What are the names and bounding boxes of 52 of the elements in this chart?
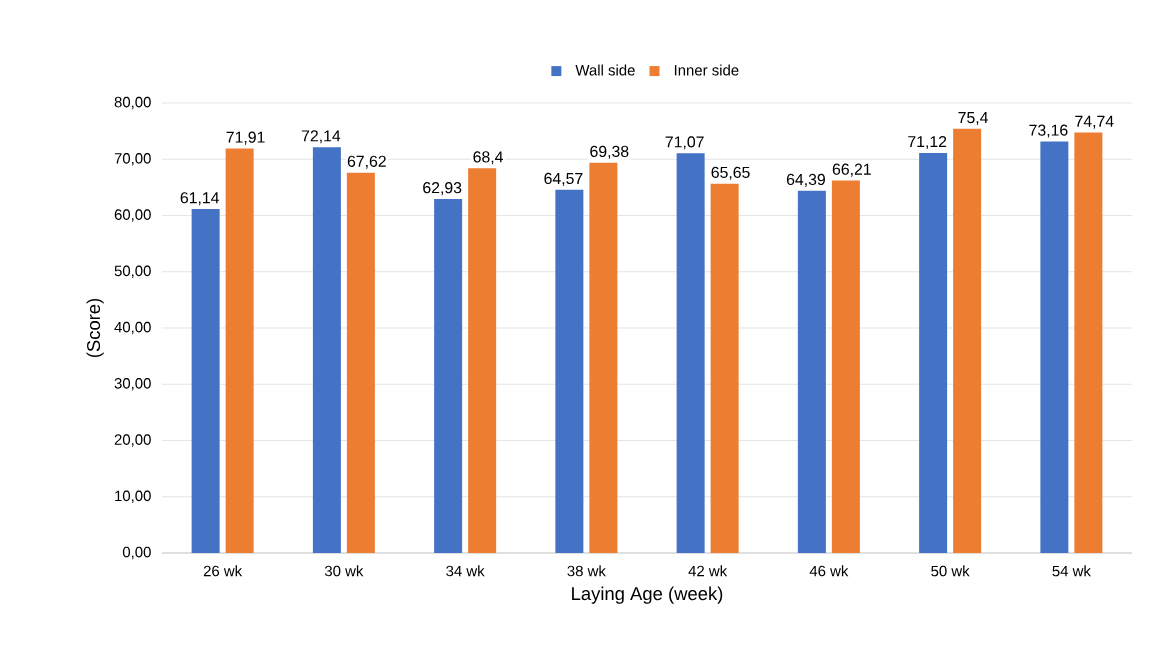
data-label: 64,39 (786, 173, 825, 187)
y-tick-label: 20,00 (114, 434, 151, 447)
bar (225, 148, 254, 553)
bar (434, 199, 463, 553)
bar (676, 153, 705, 553)
bar (919, 152, 948, 553)
data-label: 65,65 (711, 166, 750, 180)
data-label: 69,38 (590, 145, 629, 159)
data-label: 61,14 (180, 192, 219, 206)
data-label: 62,93 (423, 182, 462, 196)
y-axis-title: (Score) (86, 298, 104, 358)
data-label: 73,16 (1029, 124, 1068, 138)
bar (555, 189, 584, 553)
x-tick-label: 50 wk (931, 565, 970, 577)
data-label: 64,57 (544, 172, 583, 186)
y-tick-label: 70,00 (114, 153, 151, 166)
y-tick-label: 80,00 (114, 96, 151, 110)
y-tick-label: 30,00 (114, 378, 151, 391)
x-tick-label: 42 wk (688, 565, 728, 577)
bar (831, 180, 860, 553)
bar (1074, 132, 1103, 553)
data-label: 71,91 (226, 131, 265, 145)
data-label: 74,74 (1075, 115, 1114, 129)
data-label: 72,14 (301, 130, 341, 144)
x-tick-label: 26 wk (203, 565, 243, 577)
x-tick-label: 34 wk (446, 565, 485, 577)
bar (953, 128, 982, 553)
y-tick-label: 50,00 (114, 265, 151, 278)
data-label: 67,62 (347, 155, 386, 169)
y-tick-label: 10,00 (115, 490, 151, 503)
y-tick-label: 60,00 (114, 209, 151, 222)
data-label: 71,12 (908, 136, 947, 150)
data-label: 75,4 (958, 112, 988, 125)
bar (710, 183, 739, 553)
legend-label: Inner side (674, 64, 739, 76)
bar (191, 209, 220, 553)
legend-label: Wall side (575, 64, 635, 76)
bar (797, 190, 826, 553)
x-tick-label: 30 wk (324, 565, 364, 577)
data-label: 66,21 (832, 163, 871, 177)
data-label: 68,4 (473, 151, 503, 165)
bar (346, 172, 375, 553)
x-tick-label: 54 wk (1052, 565, 1091, 577)
x-axis-title: Laying Age (week) (572, 586, 723, 604)
bar (1040, 141, 1069, 553)
bar (312, 147, 341, 553)
y-tick-label: 40,00 (114, 321, 151, 335)
data-label: 71,07 (665, 136, 704, 150)
bar (468, 168, 497, 553)
y-tick-label: 0,00 (122, 546, 151, 560)
x-tick-label: 38 wk (567, 565, 606, 577)
x-tick-label: 46 wk (809, 565, 849, 577)
